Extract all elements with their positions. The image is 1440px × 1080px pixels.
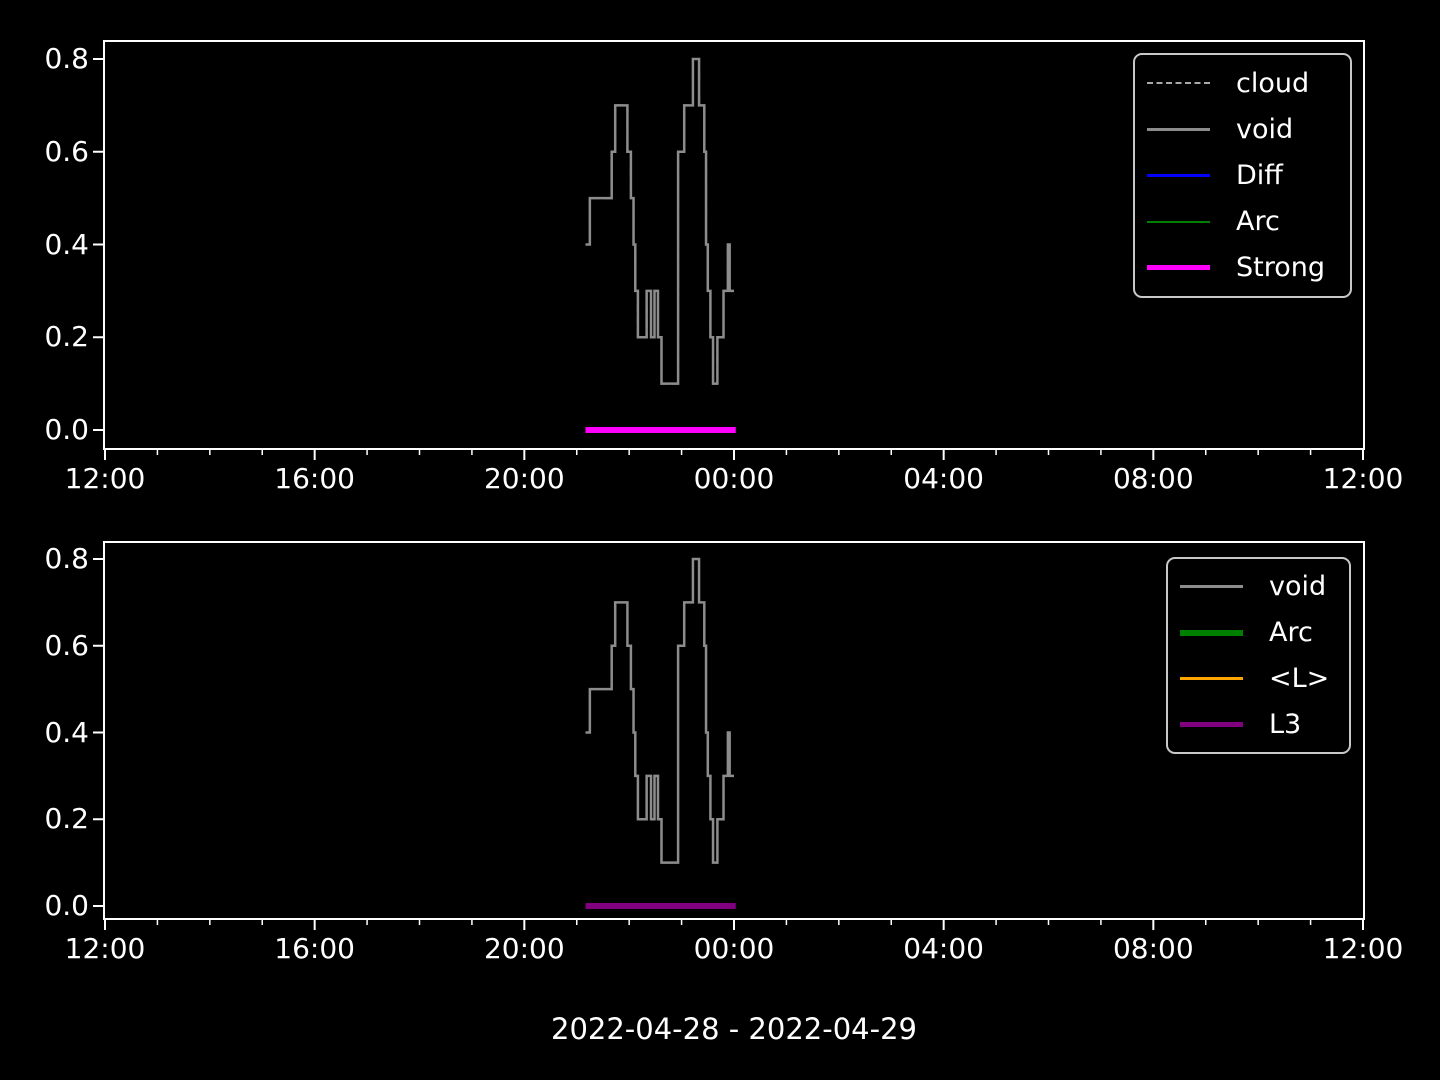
y-tick-label: 0.2 <box>44 802 89 836</box>
legend-entry-strong: Strong <box>1147 245 1350 291</box>
x-tick-label: 12:00 <box>1322 932 1404 965</box>
x-tick-label: 20:00 <box>483 462 565 495</box>
legend-entry-l: <L> <box>1180 656 1349 702</box>
x-tick-label: 08:00 <box>1112 462 1194 495</box>
x-tick-label: 00:00 <box>693 462 775 495</box>
x-tick-label: 08:00 <box>1112 932 1194 965</box>
y-tick-label: 0.0 <box>44 889 89 922</box>
legend-entry-cloud: cloud <box>1147 60 1350 106</box>
legend-label: void <box>1269 571 1327 603</box>
y-tick-label: 0.4 <box>44 227 89 261</box>
x-tick-label: 04:00 <box>903 462 984 495</box>
void-line <box>585 557 734 864</box>
legend-label: L3 <box>1269 708 1302 740</box>
x-tick-label: 04:00 <box>903 932 984 965</box>
legend-label: Arc <box>1269 617 1313 649</box>
y-tick-label: 0.6 <box>44 134 89 168</box>
legend-line-arc <box>1180 629 1243 636</box>
x-tick-label: 00:00 <box>693 932 775 965</box>
y-tick-label: 0.0 <box>44 413 89 446</box>
legend-line-l <box>1180 676 1243 680</box>
legend-label: cloud <box>1236 67 1310 99</box>
x-tick-label: 12:00 <box>1322 462 1404 495</box>
top-plot-legend: cloud void Diff Arc Strong <box>1133 53 1352 298</box>
legend-entry-void: void <box>1180 564 1349 610</box>
bottom-plot-legend: void Arc <L> L3 <box>1166 557 1351 754</box>
y-tick-label: 0.8 <box>44 542 89 575</box>
x-tick-label: 12:00 <box>64 932 146 965</box>
legend-label: void <box>1236 113 1294 145</box>
legend-entry-arc: Arc <box>1180 610 1349 656</box>
y-tick-label: 0.2 <box>44 320 89 354</box>
top-plot-canvas <box>93 57 1364 460</box>
void-line <box>585 57 734 385</box>
bottom-plot-canvas <box>93 557 1364 930</box>
legend-label: Arc <box>1236 206 1280 238</box>
x-axis-label: 2022-04-28 - 2022-04-29 <box>551 1012 917 1046</box>
cloud-line <box>585 58 734 385</box>
legend-line-cloud <box>1147 82 1210 85</box>
x-tick-label: 16:00 <box>274 932 355 965</box>
x-tick-label: 20:00 <box>483 932 565 965</box>
x-tick-label: 12:00 <box>64 462 146 495</box>
legend-entry-arc: Arc <box>1147 199 1350 245</box>
legend-label: Strong <box>1236 252 1326 284</box>
legend-entry-diff: Diff <box>1147 152 1350 198</box>
x-tick-label: 16:00 <box>274 462 355 495</box>
legend-line-void <box>1180 585 1243 589</box>
legend-line-strong <box>1147 265 1210 271</box>
legend-line-diff <box>1147 173 1210 177</box>
y-tick-label: 0.6 <box>44 628 89 662</box>
y-tick-label: 0.8 <box>44 42 89 75</box>
legend-line-l3 <box>1180 721 1243 727</box>
legend-line-arc <box>1147 220 1210 223</box>
legend-entry-void: void <box>1147 106 1350 152</box>
bottom-plot-axes <box>93 541 1365 930</box>
legend-line-void <box>1147 127 1210 131</box>
y-tick-label: 0.4 <box>44 715 89 749</box>
legend-label: Diff <box>1236 159 1283 191</box>
legend-entry-l3: L3 <box>1180 701 1349 747</box>
legend-label: <L> <box>1269 662 1330 694</box>
